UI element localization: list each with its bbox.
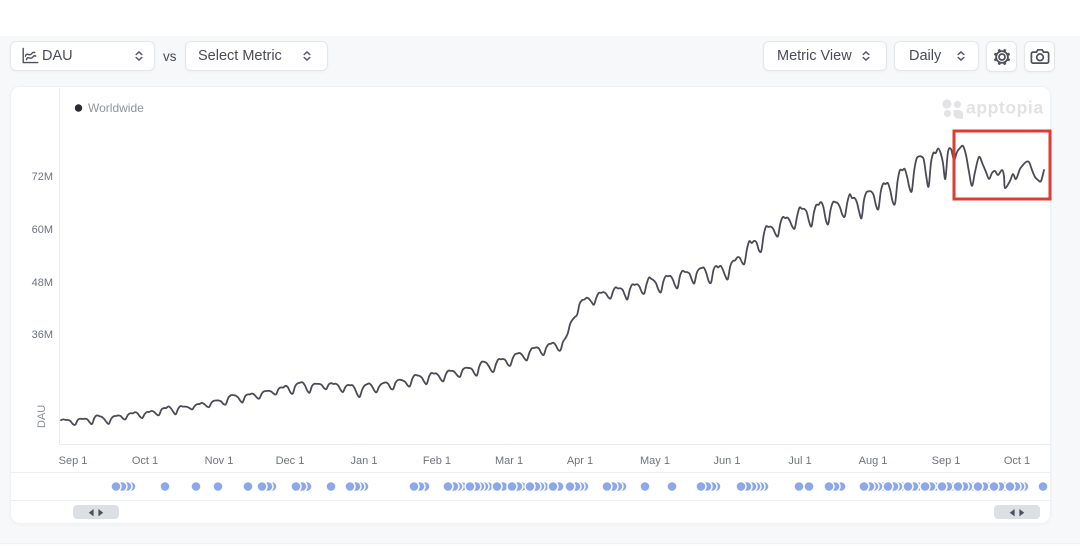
svg-text:Oct 1: Oct 1 — [132, 455, 158, 467]
svg-text:DAU: DAU — [36, 405, 48, 428]
svg-text:May 1: May 1 — [640, 455, 670, 467]
svg-text:Jun 1: Jun 1 — [714, 455, 741, 467]
svg-text:Jul 1: Jul 1 — [788, 455, 811, 467]
svg-text:Aug 1: Aug 1 — [859, 455, 888, 467]
svg-text:Sep 1: Sep 1 — [932, 455, 961, 467]
svg-text:72M: 72M — [32, 171, 53, 183]
svg-text:Nov 1: Nov 1 — [205, 455, 234, 467]
svg-text:Apr 1: Apr 1 — [567, 455, 593, 467]
svg-text:Oct 1: Oct 1 — [1004, 455, 1030, 467]
svg-text:48M: 48M — [32, 277, 53, 289]
svg-text:apptopia: apptopia — [966, 98, 1044, 118]
svg-text:36M: 36M — [32, 329, 53, 341]
svg-text:Dec 1: Dec 1 — [276, 455, 305, 467]
svg-text:Worldwide: Worldwide — [88, 101, 144, 115]
svg-text:60M: 60M — [32, 224, 53, 236]
svg-text:Jan 1: Jan 1 — [351, 455, 378, 467]
svg-text:Mar 1: Mar 1 — [495, 455, 523, 467]
svg-text:Sep 1: Sep 1 — [59, 455, 88, 467]
svg-text:Feb 1: Feb 1 — [423, 455, 451, 467]
